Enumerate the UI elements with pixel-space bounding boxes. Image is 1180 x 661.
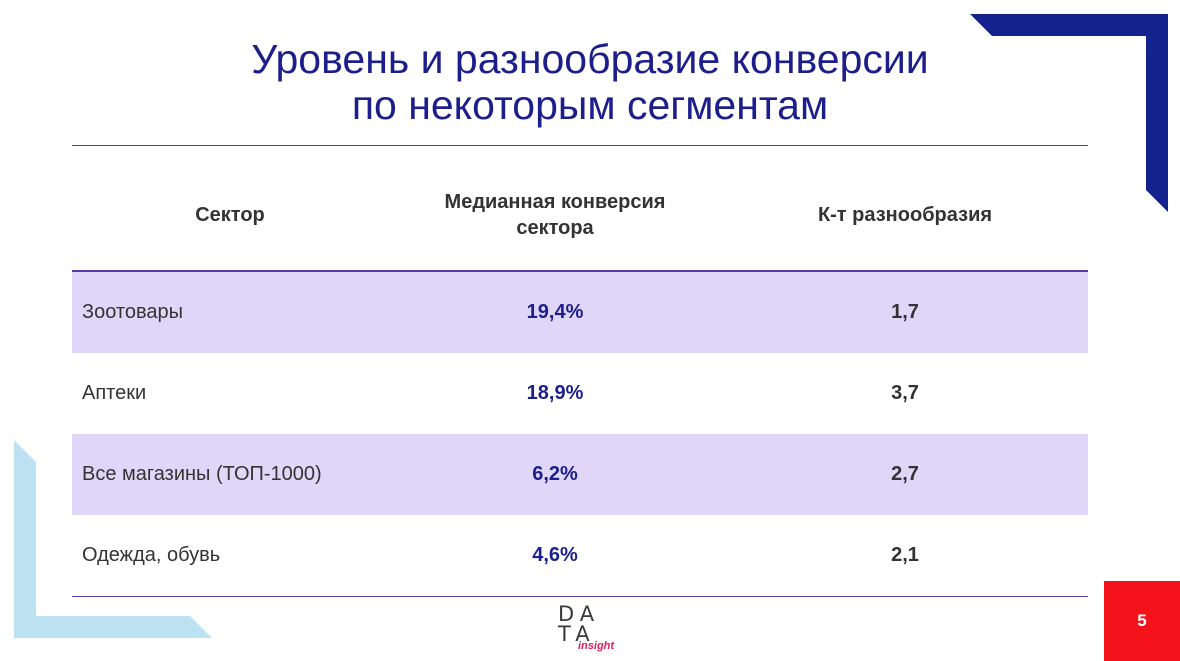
diversity-cell: 2,7 bbox=[891, 463, 919, 485]
table-row: Аптеки 18,9% 3,7 bbox=[72, 353, 1088, 434]
header-median-conversion: Медианная конверсия сектора bbox=[444, 191, 666, 239]
data-insight-logo: DA TA insight bbox=[556, 600, 636, 656]
logo-line-2: TA bbox=[558, 622, 596, 646]
header-diversity-coefficient: К-т разнообразия bbox=[817, 204, 993, 226]
conversion-cell: 4,6% bbox=[532, 544, 578, 566]
conversion-cell: 18,9% bbox=[526, 382, 584, 404]
diversity-cell: 3,7 bbox=[891, 382, 919, 404]
logo-tagline: insight bbox=[578, 640, 615, 652]
table-body: Зоотовары 19,4% 1,7 Аптеки 18,9% 3,7 Все… bbox=[72, 272, 1088, 596]
table-row: Одежда, обувь 4,6% 2,1 bbox=[72, 515, 1088, 596]
sector-cell: Все магазины (ТОП-1000) bbox=[82, 463, 322, 485]
logo-line-1: DA bbox=[558, 602, 601, 626]
table-header: Сектор Медианная конверсия сектора К-т р… bbox=[72, 160, 1088, 270]
page-number: 5 bbox=[1137, 611, 1147, 630]
top-divider bbox=[72, 145, 1088, 146]
diversity-cell: 1,7 bbox=[891, 301, 919, 323]
slide-title: Уровень и разнообразие конверсии по неко… bbox=[90, 36, 1090, 128]
conversion-cell: 6,2% bbox=[532, 463, 578, 485]
sector-cell: Зоотовары bbox=[82, 301, 183, 323]
bottom-left-corner-bracket bbox=[14, 440, 212, 638]
table-row: Зоотовары 19,4% 1,7 bbox=[72, 272, 1088, 353]
table-row: Все магазины (ТОП-1000) 6,2% 2,7 bbox=[72, 434, 1088, 515]
slide-title-line-2: по некоторым сегментам bbox=[351, 82, 829, 128]
header-divider bbox=[72, 270, 1088, 272]
top-right-corner-bracket bbox=[970, 14, 1168, 212]
header-sector: Сектор bbox=[195, 204, 265, 226]
diversity-cell: 2,1 bbox=[891, 544, 919, 566]
bottom-divider bbox=[72, 596, 1088, 597]
conversion-cell: 19,4% bbox=[526, 301, 584, 323]
slide-title-line-1: Уровень и разнообразие конверсии bbox=[251, 36, 929, 82]
sector-cell: Одежда, обувь bbox=[82, 544, 221, 566]
sector-cell: Аптеки bbox=[82, 382, 147, 404]
page-number-badge: 5 bbox=[1104, 581, 1180, 661]
